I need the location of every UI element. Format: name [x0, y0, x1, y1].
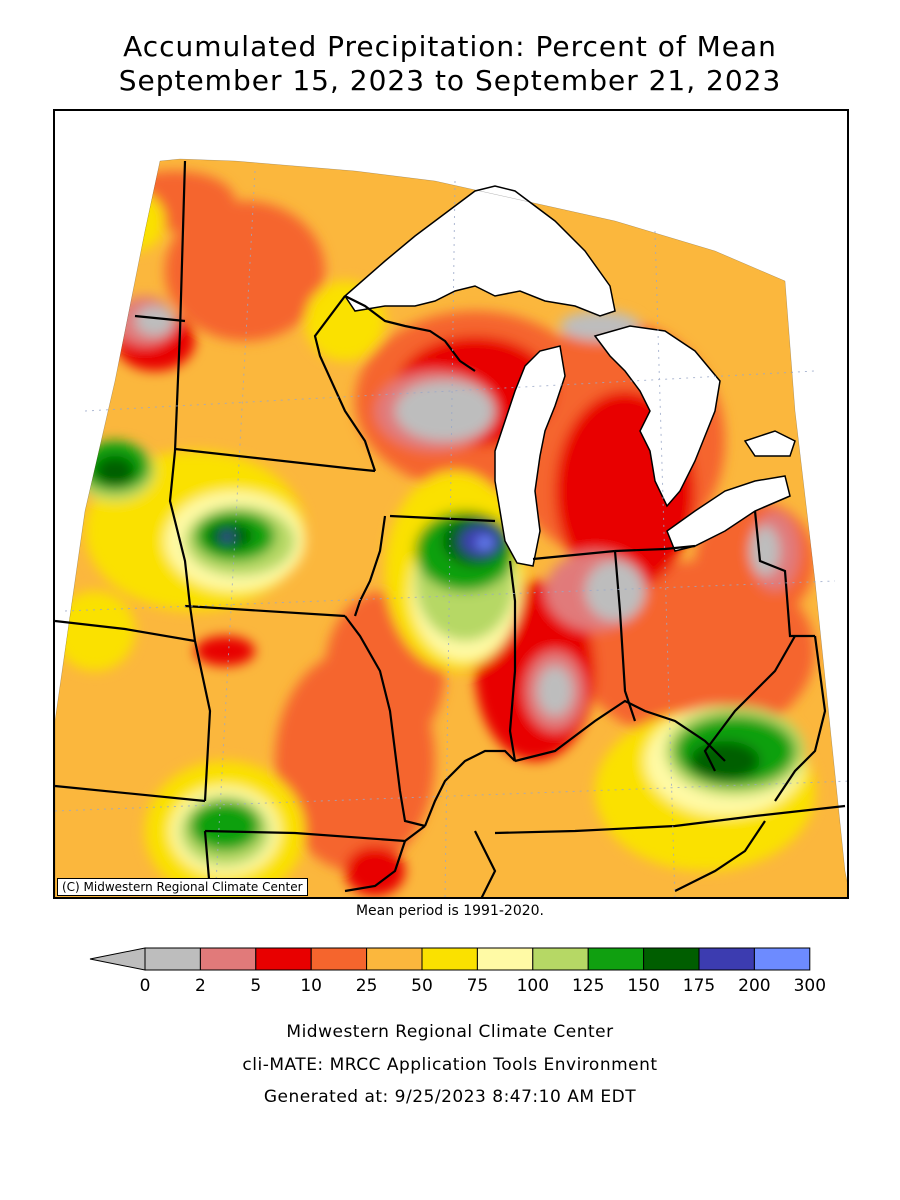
lake-ontario-edge: [743, 430, 796, 457]
legend-swatch: [587, 947, 645, 971]
legend-tick-label: 25: [355, 976, 378, 996]
legend-swatch: [310, 947, 368, 971]
precipitation-map: (C) Midwestern Regional Climate Center: [53, 109, 849, 899]
legend-tick-label: 100: [516, 976, 550, 996]
grid-lines: [55, 170, 847, 897]
legend-tick-label: 75: [466, 976, 489, 996]
footer-tool: cli-MATE: MRCC Application Tools Environ…: [242, 1055, 658, 1075]
map-title-line2: September 15, 2023 to September 21, 2023: [118, 64, 782, 97]
map-title-line1: Accumulated Precipitation: Percent of Me…: [123, 30, 777, 63]
lake-michigan: [494, 345, 566, 567]
state-boundaries: [55, 160, 846, 897]
legend-swatch: [753, 947, 811, 971]
copyright-label: (C) Midwestern Regional Climate Center: [57, 878, 308, 896]
legend-swatch: [366, 947, 423, 971]
lake-huron: [593, 325, 721, 508]
legend-swatch: [144, 947, 201, 971]
legend-tick-label: 150: [627, 976, 660, 996]
legend-tick-label: 200: [738, 976, 771, 996]
map-canvas: [55, 158, 847, 897]
footer-generated: Generated at: 9/25/2023 8:47:10 AM EDT: [263, 1087, 637, 1107]
legend-swatch: [421, 947, 478, 971]
legend-tick-label: 125: [571, 976, 605, 996]
mean-period-note: Mean period is 1991-2020.: [355, 903, 545, 919]
footer-org: Midwestern Regional Climate Center: [286, 1022, 614, 1042]
legend-swatch: [643, 947, 700, 971]
legend-swatch: [199, 947, 257, 971]
legend-arrow: [89, 947, 146, 971]
lake-superior: [344, 185, 616, 317]
legend-tick-label: 10: [300, 976, 322, 996]
color-legend: [89, 947, 811, 971]
legend-tick-label: 0: [139, 976, 151, 996]
legend-tick-label: 50: [411, 976, 433, 996]
legend-tick-label: 5: [250, 976, 262, 996]
legend-swatch: [476, 947, 534, 971]
great-lakes: [344, 185, 796, 567]
legend-swatch: [255, 947, 312, 971]
legend-tick-label: 175: [682, 976, 716, 996]
legend-tick-label: 300: [793, 976, 827, 996]
legend-swatch: [532, 947, 589, 971]
legend-tick-label: 2: [194, 976, 206, 996]
legend-swatch: [698, 947, 755, 971]
